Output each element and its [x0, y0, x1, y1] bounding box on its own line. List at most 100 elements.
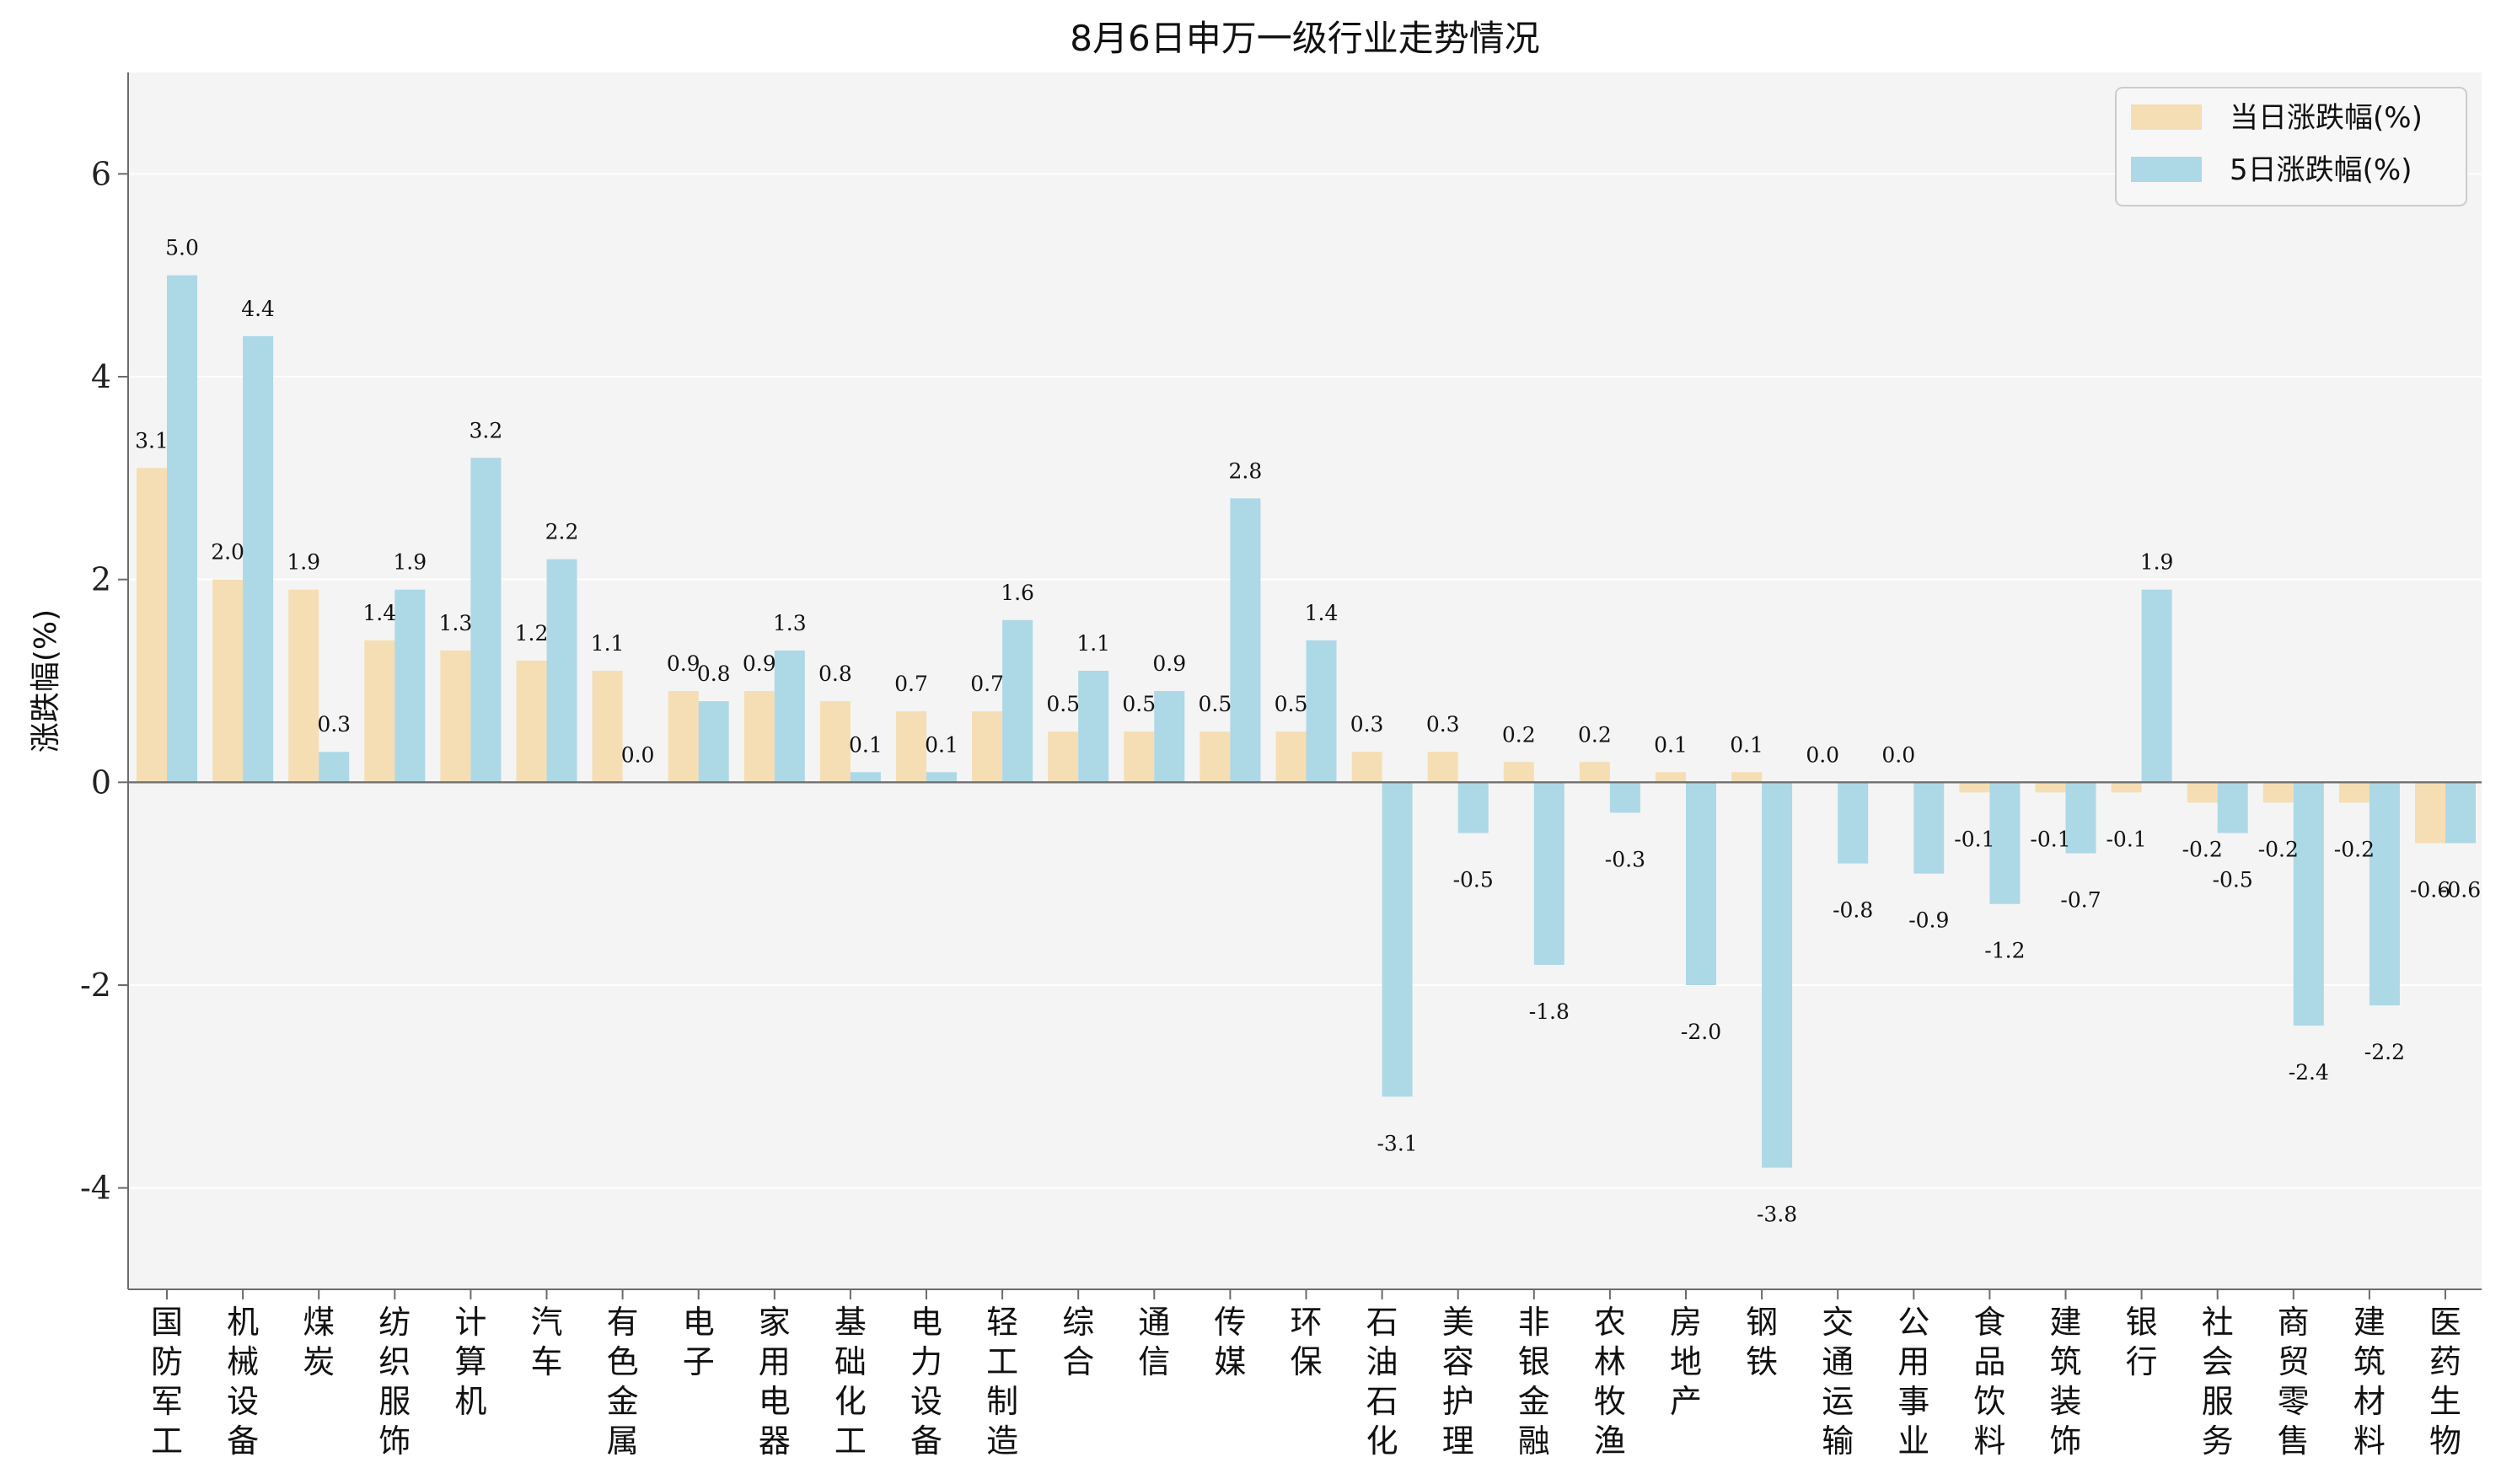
bar-daily	[2338, 782, 2370, 803]
data-label: -0.9	[1908, 908, 1949, 933]
data-label: 1.4	[1305, 601, 1339, 625]
x-tick-label: 石油石化	[1366, 1304, 1398, 1460]
bar-5day	[1002, 619, 1033, 783]
bar-5day	[1230, 498, 1261, 783]
data-label: -2.2	[2364, 1040, 2405, 1064]
bar-5day	[546, 559, 577, 783]
bar-daily	[1579, 762, 1610, 783]
bar-daily	[1731, 772, 1763, 783]
data-label: -0.2	[2334, 837, 2375, 861]
data-label: -0.2	[2182, 837, 2223, 861]
legend-box	[2115, 87, 2467, 206]
bar-daily	[440, 650, 471, 783]
data-label: 0.2	[1502, 722, 1536, 747]
bar-daily	[212, 579, 244, 783]
x-tick-label: 家用电器	[759, 1304, 791, 1460]
data-label: 0.5	[1199, 692, 1232, 716]
data-label: -1.2	[1984, 939, 2025, 963]
data-label: -0.3	[1605, 847, 1645, 871]
x-tick-label: 钢铁	[1746, 1304, 1778, 1380]
y-tick-label: -4	[80, 1170, 111, 1207]
y-tick-label: 4	[91, 358, 111, 395]
x-tick-label: 房地产	[1670, 1304, 1702, 1420]
x-tick-label: 环保	[1290, 1304, 1322, 1380]
data-label: 1.6	[1001, 581, 1034, 605]
bar-5day	[2445, 782, 2476, 844]
x-tick-label: 银行	[2126, 1304, 2158, 1380]
y-axis-label: 涨跌幅(%)	[29, 609, 63, 753]
bar-daily	[2262, 782, 2294, 803]
bar-5day	[926, 772, 957, 783]
bar-5day	[1382, 782, 1413, 1097]
x-tick-label: 美容护理	[1442, 1304, 1474, 1460]
bar-5day	[1154, 691, 1185, 783]
y-ticks: -4 -2 0 2 4 6	[80, 155, 128, 1207]
bar-5day	[243, 335, 274, 783]
data-label: 0.1	[1654, 732, 1688, 757]
x-tick-label: 计算机	[454, 1304, 486, 1420]
bar-daily	[364, 640, 395, 783]
x-tick-label: 医药生物	[2429, 1304, 2461, 1460]
bar-5day	[394, 589, 426, 783]
bar-daily	[516, 660, 547, 783]
bar-daily	[288, 589, 319, 783]
bar-5day	[1989, 782, 2021, 904]
x-tick-label: 农林牧渔	[1594, 1304, 1626, 1460]
data-label: 0.7	[970, 672, 1004, 696]
data-label: -2.4	[2289, 1060, 2329, 1085]
data-label: -0.5	[1453, 868, 1494, 892]
data-label: 1.1	[591, 631, 625, 656]
data-label: 0.5	[1122, 692, 1156, 716]
data-label: 3.2	[470, 418, 503, 442]
data-label: -1.8	[1529, 999, 1570, 1024]
x-tick-label: 汽车	[530, 1304, 562, 1380]
bar-5day	[1913, 782, 1945, 874]
bar-5day	[698, 701, 729, 783]
data-label: 1.3	[439, 611, 473, 635]
data-label: -0.5	[2213, 868, 2253, 892]
data-label: -3.1	[1377, 1131, 1417, 1155]
y-tick-label: 0	[91, 763, 111, 801]
bar-daily	[2415, 782, 2445, 844]
legend-swatch-daily	[2131, 104, 2202, 130]
legend-label-5day: 5日涨跌幅(%)	[2230, 153, 2412, 187]
bar-daily	[2035, 782, 2066, 793]
data-label: 0.3	[1350, 712, 1384, 737]
data-label: 0.8	[697, 662, 731, 686]
bar-5day	[1838, 782, 1869, 864]
data-label: 2.2	[545, 520, 579, 544]
bar-5day	[2369, 782, 2400, 1006]
x-tick-label: 商贸零售	[2278, 1304, 2310, 1460]
bar-daily	[592, 670, 623, 783]
bar-daily	[1124, 731, 1155, 783]
bar-daily	[1656, 772, 1686, 783]
axes	[127, 72, 2482, 1290]
data-label: 1.9	[393, 550, 427, 575]
data-label: 0.3	[317, 712, 351, 737]
bar-daily	[1427, 752, 1458, 783]
bar-5day	[2293, 782, 2324, 1026]
x-tick-label: 建筑装饰	[2049, 1304, 2081, 1460]
x-tick-label: 社会服务	[2202, 1304, 2234, 1460]
data-label: 2.0	[211, 540, 244, 565]
bar-daily	[896, 711, 926, 783]
bar-5day	[1609, 782, 1640, 813]
data-label: -3.8	[1757, 1203, 1797, 1227]
grid-lines	[128, 173, 2482, 1189]
data-label: 1.3	[773, 611, 807, 635]
legend-label-daily: 当日涨跌幅(%)	[2230, 101, 2423, 135]
x-tick-label: 公用事业	[1897, 1304, 1929, 1460]
data-label: -0.1	[2030, 827, 2070, 851]
data-label: 5.0	[165, 236, 199, 260]
bar-5day	[1533, 782, 1564, 965]
x-tick-label: 非银金融	[1518, 1304, 1550, 1460]
data-label: 1.9	[2140, 550, 2174, 575]
bar-5day	[1762, 782, 1793, 1168]
data-label: 0.0	[1806, 742, 1839, 767]
x-tick-label: 机械设备	[227, 1304, 259, 1460]
data-label: 0.9	[743, 651, 776, 676]
data-label: 0.9	[667, 651, 700, 676]
bar-5day	[167, 275, 197, 783]
data-label: 0.1	[1730, 732, 1763, 757]
